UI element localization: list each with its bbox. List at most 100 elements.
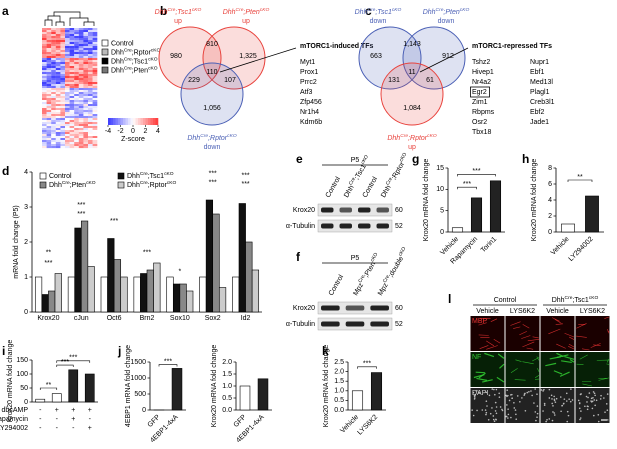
bar bbox=[84, 373, 95, 403]
heatmap-cell bbox=[83, 82, 89, 85]
fiber bbox=[556, 343, 566, 349]
heatmap-cell bbox=[69, 116, 75, 119]
heatmap-cell bbox=[88, 94, 93, 97]
label-part: cKO bbox=[427, 133, 437, 139]
y-tick-label: 4 bbox=[24, 169, 28, 176]
heatmap-cell bbox=[69, 32, 75, 35]
significance: *** bbox=[472, 168, 480, 175]
heatmap-cell bbox=[83, 72, 89, 75]
heatmap-cell bbox=[88, 48, 93, 51]
nucleus bbox=[566, 420, 569, 423]
heatmap-cell bbox=[83, 100, 89, 103]
heatmap-cell bbox=[88, 52, 93, 55]
heatmap-cell bbox=[60, 74, 66, 77]
bar bbox=[51, 393, 62, 403]
heatmap-cell bbox=[51, 28, 56, 31]
heatmap-cell bbox=[60, 64, 66, 67]
heatmap-cell bbox=[46, 130, 52, 133]
condition-sign: - bbox=[39, 416, 42, 423]
nucleus bbox=[587, 396, 589, 399]
y-tick-label: 6 bbox=[548, 181, 552, 188]
heatmap-cell bbox=[42, 74, 47, 77]
y-tick-label: 2.0 bbox=[222, 359, 232, 366]
colorbar-cell bbox=[145, 118, 149, 125]
heatmap-cell bbox=[55, 136, 61, 139]
nucleus bbox=[542, 390, 544, 392]
heatmap-cell bbox=[55, 96, 61, 99]
heatmap-cell bbox=[74, 142, 79, 145]
y-axis-label: Krox20 mRNA fold change bbox=[7, 340, 14, 423]
heatmap-cell bbox=[46, 48, 52, 51]
heatmap-cell bbox=[46, 146, 52, 149]
colorbar-cell bbox=[133, 118, 136, 125]
heatmap-cell bbox=[51, 80, 56, 83]
y-tick-label: 0.5 bbox=[222, 395, 232, 402]
nucleus bbox=[495, 388, 498, 391]
heatmap-cell bbox=[65, 34, 70, 37]
bar bbox=[107, 238, 115, 313]
heatmap-cell bbox=[83, 88, 89, 91]
heatmap-cell bbox=[46, 104, 52, 107]
heatmap-cell bbox=[55, 56, 61, 59]
fiber bbox=[582, 383, 593, 387]
heatmap-cell bbox=[74, 32, 79, 35]
legend-swatch bbox=[101, 39, 109, 47]
y-tick-label: 1 bbox=[24, 274, 28, 281]
panel-letter: g bbox=[412, 152, 419, 166]
nucleus bbox=[586, 408, 589, 411]
blot-band bbox=[376, 207, 389, 213]
nucleus bbox=[491, 407, 493, 409]
blot-band bbox=[376, 223, 389, 229]
heatmap-cell bbox=[60, 56, 66, 59]
nucleus bbox=[495, 406, 498, 408]
colorbar-cell bbox=[110, 118, 114, 125]
heatmap-cell bbox=[55, 32, 61, 35]
condition-sign: - bbox=[72, 425, 75, 432]
heatmap-cell bbox=[88, 124, 93, 127]
heatmap-cell bbox=[55, 46, 61, 49]
heatmap-cell bbox=[83, 130, 89, 133]
heatmap-cell bbox=[51, 52, 56, 55]
heatmap-cell bbox=[65, 68, 70, 71]
nucleus bbox=[533, 402, 535, 404]
heatmap-cell bbox=[55, 82, 61, 85]
heatmap-cell bbox=[92, 104, 98, 107]
heatmap-cell bbox=[74, 48, 79, 51]
venn-count: 1,056 bbox=[203, 105, 221, 112]
heatmap-cell bbox=[83, 136, 89, 139]
heatmap-cell bbox=[92, 72, 98, 75]
nucleus bbox=[523, 393, 526, 395]
heatmap-cell bbox=[78, 116, 84, 119]
heatmap-cell bbox=[69, 56, 75, 59]
heatmap-cell bbox=[88, 72, 93, 75]
heatmap-cell bbox=[51, 84, 56, 87]
heatmap-cell bbox=[69, 132, 75, 135]
heatmap-cell bbox=[55, 80, 61, 83]
heatmap-cell bbox=[60, 116, 66, 119]
y-tick-label: 500 bbox=[134, 391, 146, 398]
fiber bbox=[493, 338, 501, 344]
label-part: Dhh bbox=[387, 135, 400, 142]
heatmap-cell bbox=[69, 76, 75, 79]
fiber bbox=[513, 326, 521, 329]
heatmap-cell bbox=[92, 86, 98, 89]
nucleus bbox=[474, 394, 477, 396]
label-part: Cre bbox=[140, 171, 148, 177]
nucleus bbox=[498, 392, 500, 395]
heatmap-cell bbox=[60, 86, 66, 89]
heatmap-cell bbox=[78, 70, 84, 73]
heatmap-cell bbox=[88, 66, 93, 69]
heatmap-cell bbox=[55, 124, 61, 127]
heatmap-cell bbox=[42, 130, 47, 133]
fiber bbox=[478, 322, 487, 326]
heatmap-cell bbox=[78, 48, 84, 51]
heatmap-cell bbox=[69, 60, 75, 63]
nucleus bbox=[595, 399, 598, 402]
fiber bbox=[607, 330, 610, 333]
fiber bbox=[515, 359, 522, 362]
nucleus bbox=[530, 390, 532, 392]
heatmap-cell bbox=[92, 132, 98, 135]
label-part: ;Rptor bbox=[408, 135, 428, 142]
heatmap-cell bbox=[88, 40, 93, 43]
nucleus bbox=[472, 391, 475, 394]
